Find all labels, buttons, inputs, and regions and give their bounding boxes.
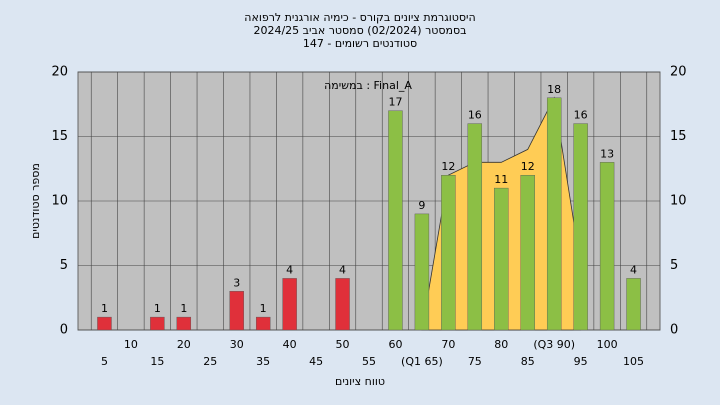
x-tick-label: 45 bbox=[309, 355, 323, 368]
bar bbox=[467, 123, 483, 331]
bar bbox=[229, 291, 244, 331]
y2-tick-label: 0 bbox=[670, 323, 678, 338]
value-label: 13 bbox=[600, 147, 614, 160]
x-tick-label: 55 bbox=[362, 355, 376, 368]
value-label: 1 bbox=[154, 302, 161, 315]
value-label: 9 bbox=[418, 199, 425, 212]
y-tick-label: 15 bbox=[51, 129, 68, 144]
y-tick-label: 20 bbox=[51, 65, 68, 80]
y-axis-label: מספר סטודנטים bbox=[29, 163, 42, 239]
x-tick-label: 60 bbox=[388, 338, 402, 351]
bar bbox=[546, 97, 562, 331]
value-label: 4 bbox=[286, 263, 293, 276]
value-label: 1 bbox=[101, 302, 108, 315]
value-label: 16 bbox=[574, 109, 588, 122]
bar bbox=[282, 278, 297, 331]
value-label: 3 bbox=[233, 276, 240, 289]
y-tick-label: 0 bbox=[60, 323, 68, 338]
x-tick-label: 50 bbox=[336, 338, 350, 351]
x-tick-label: 80 bbox=[494, 338, 508, 351]
bar bbox=[520, 174, 535, 331]
bar bbox=[176, 316, 192, 331]
x-tick-label: (Q3 90) bbox=[533, 338, 575, 351]
value-label: 1 bbox=[260, 302, 267, 315]
x-tick-label: 40 bbox=[283, 338, 297, 351]
x-tick-label: 95 bbox=[574, 355, 588, 368]
x-tick-label: 35 bbox=[256, 355, 270, 368]
annotation: במשימה : Final_A bbox=[324, 79, 412, 92]
value-label: 4 bbox=[339, 263, 346, 276]
y-tick-label: 10 bbox=[51, 194, 68, 209]
value-label: 11 bbox=[494, 173, 508, 186]
x-tick-label: (Q1 65) bbox=[401, 355, 443, 368]
x-tick-label: 100 bbox=[597, 338, 618, 351]
value-label: 17 bbox=[388, 96, 402, 109]
x-tick-label: 10 bbox=[124, 338, 138, 351]
x-tick-label: 15 bbox=[150, 355, 164, 368]
bar bbox=[441, 174, 456, 331]
value-label: 12 bbox=[441, 160, 455, 173]
bar bbox=[414, 213, 430, 331]
bar bbox=[599, 162, 615, 331]
x-tick-label: 105 bbox=[623, 355, 644, 368]
bar bbox=[255, 316, 271, 331]
bar bbox=[573, 123, 588, 331]
value-label: 4 bbox=[630, 263, 637, 276]
y2-tick-label: 15 bbox=[670, 129, 687, 144]
y2-tick-label: 10 bbox=[670, 194, 687, 209]
x-tick-label: 5 bbox=[101, 355, 108, 368]
bar bbox=[335, 278, 350, 331]
y-tick-label: 5 bbox=[60, 258, 68, 273]
chart-subtitle: בסמסטר (02/2024) סמסטר אביב 2024/25 bbox=[253, 24, 466, 37]
bar bbox=[494, 187, 509, 331]
x-tick-label: 30 bbox=[230, 338, 244, 351]
bar bbox=[626, 278, 641, 331]
x-tick-label: 85 bbox=[521, 355, 535, 368]
value-label: 16 bbox=[468, 109, 482, 122]
bar bbox=[97, 316, 112, 331]
x-tick-label: 20 bbox=[177, 338, 191, 351]
x-tick-label: 25 bbox=[203, 355, 217, 368]
bar bbox=[150, 316, 165, 331]
y2-tick-label: 5 bbox=[670, 258, 678, 273]
value-label: 12 bbox=[521, 160, 535, 173]
x-axis-label: טווח ציונים bbox=[335, 375, 385, 388]
y2-tick-label: 20 bbox=[670, 65, 687, 80]
value-label: 1 bbox=[180, 302, 187, 315]
chart-subtitle: סטודנטים רשומים - 147 bbox=[303, 37, 417, 50]
x-tick-label: 75 bbox=[468, 355, 482, 368]
x-tick-label: 70 bbox=[441, 338, 455, 351]
bar bbox=[388, 110, 403, 331]
chart-title: היסטוגרמת ציונים בקורס - כימיה אורגנית ל… bbox=[244, 11, 475, 24]
value-label: 18 bbox=[547, 83, 561, 96]
